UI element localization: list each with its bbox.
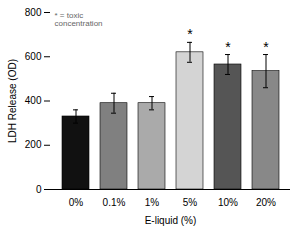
svg-text:0%: 0% bbox=[69, 197, 84, 208]
svg-text:0: 0 bbox=[36, 184, 42, 195]
svg-text:0.1%: 0.1% bbox=[103, 197, 126, 208]
svg-text:20%: 20% bbox=[256, 197, 276, 208]
svg-text:10%: 10% bbox=[218, 197, 238, 208]
svg-text:*: * bbox=[187, 26, 193, 42]
svg-text:* = toxicconcentration: * = toxicconcentration bbox=[55, 11, 103, 28]
svg-text:*: * bbox=[263, 39, 269, 55]
svg-text:600: 600 bbox=[25, 51, 42, 62]
svg-text:*: * bbox=[225, 39, 231, 55]
svg-text:LDH Release (OD): LDH Release (OD) bbox=[7, 59, 18, 143]
svg-text:5%: 5% bbox=[183, 197, 198, 208]
svg-text:400: 400 bbox=[25, 95, 42, 106]
svg-text:200: 200 bbox=[25, 139, 42, 150]
svg-text:800: 800 bbox=[25, 7, 42, 18]
svg-text:1%: 1% bbox=[145, 197, 160, 208]
svg-text:E-liquid (%): E-liquid (%) bbox=[145, 215, 197, 226]
